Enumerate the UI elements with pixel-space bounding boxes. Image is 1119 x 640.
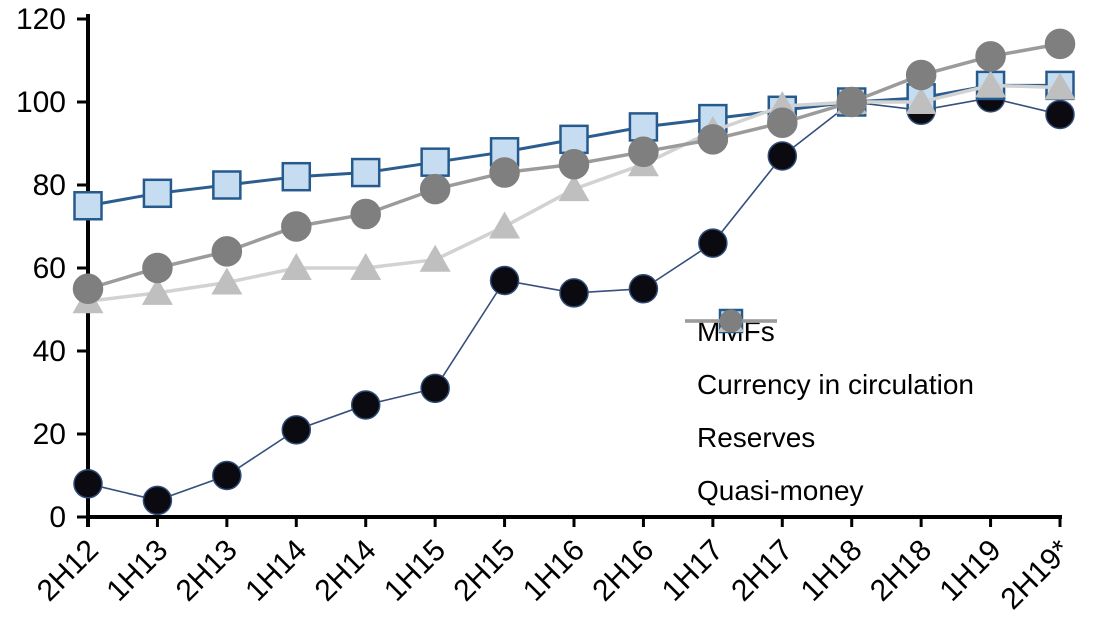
series-reserves-marker (141, 277, 173, 305)
x-tick-label: 2H14 (309, 534, 383, 608)
y-tick-label: 100 (16, 86, 66, 119)
legend-label-quasi-money: Quasi-money (697, 474, 864, 506)
x-tick-label: 1H19 (933, 534, 1007, 608)
series-mmfs-marker (281, 415, 312, 445)
series-quasi-money-marker (142, 252, 173, 284)
x-tick-label: 1H16 (517, 534, 591, 608)
series-quasi-money-marker (836, 86, 867, 118)
series-mmfs-marker (1045, 99, 1075, 130)
series-reserves-marker (419, 244, 451, 272)
x-tick-label: 2H15 (447, 534, 521, 608)
series-mmfs-marker (420, 373, 450, 404)
series-reserves-marker (975, 70, 1007, 98)
y-tick-label: 0 (49, 501, 66, 534)
series-mmfs-marker (212, 460, 242, 491)
series-mmfs-marker (628, 274, 659, 304)
series-quasi-money-marker (975, 41, 1006, 72)
x-tick-label: 2H13 (170, 534, 244, 608)
series-reserves-marker (905, 87, 937, 114)
y-tick-label: 60 (33, 252, 66, 285)
legend-item-reserves: Reserves (683, 309, 974, 464)
series-quasi-money-marker (697, 124, 729, 155)
series-reserves-marker (489, 211, 521, 239)
series-mmfs-marker (350, 390, 381, 420)
series-currency-in-circulation-marker (281, 161, 312, 192)
series-currency-in-circulation-marker (628, 112, 659, 142)
x-tick-label: 1H18 (795, 534, 869, 608)
x-tick-label: 2H17 (725, 534, 799, 608)
x-tick-label: 1H17 (656, 534, 730, 608)
series-reserves-marker (1044, 72, 1076, 100)
series-mmfs-marker (559, 278, 589, 308)
chart-legend: MMFs Currency in circulation Reserves Qu… (683, 305, 974, 517)
series-mmfs-marker (142, 485, 173, 516)
series-quasi-money-marker (72, 273, 104, 304)
x-tick-label: 2H19* (995, 533, 1078, 616)
x-tick-label: 1H14 (239, 534, 313, 608)
series-reserves-marker (350, 253, 382, 280)
y-tick-label: 80 (33, 169, 66, 202)
series-currency-in-circulation-marker (212, 170, 242, 200)
series-currency-in-circulation-marker (73, 191, 103, 221)
series-reserves-marker (558, 174, 590, 202)
series-currency-in-circulation-marker (142, 178, 173, 209)
series-quasi-money-marker (419, 173, 451, 205)
x-tick-label: 2H16 (586, 534, 660, 608)
legend-label-reserves: Reserves (697, 421, 816, 453)
series-mmfs-marker (73, 469, 103, 499)
series-mmfs-marker (698, 228, 728, 258)
series-currency-in-circulation-marker (559, 124, 589, 155)
series-quasi-money-marker (489, 157, 520, 188)
series-reserves-marker (211, 267, 243, 295)
legend-item-quasi-money: Quasi-money (683, 309, 974, 517)
series-quasi-money-marker (350, 198, 381, 230)
x-tick-label: 2H12 (31, 534, 105, 608)
series-quasi-money-marker (558, 149, 590, 180)
series-currency-in-circulation-marker (420, 147, 450, 177)
series-quasi-money-marker (628, 136, 659, 168)
series-quasi-money-marker (905, 59, 937, 91)
series-quasi-money-marker (767, 107, 798, 138)
x-tick-label: 2H18 (864, 534, 938, 608)
legend-item-currency: Currency in circulation (683, 308, 974, 411)
series-mmfs-marker (767, 141, 798, 171)
x-tick-label: 1H15 (378, 534, 452, 608)
x-tick-label: 1H13 (100, 534, 174, 608)
series-quasi-money-marker (281, 211, 312, 242)
legend-label-currency: Currency in circulation (697, 368, 974, 400)
series-reserves-marker (280, 253, 312, 280)
y-tick-label: 20 (33, 418, 66, 451)
y-tick-label: 120 (16, 3, 66, 36)
series-quasi-money-marker (211, 236, 243, 267)
quasi-money-marker-icon (685, 309, 777, 333)
series-mmfs-marker (489, 265, 520, 296)
series-quasi-money-marker (1044, 28, 1076, 60)
y-tick-label: 40 (33, 335, 66, 368)
series-currency-in-circulation-marker (350, 157, 381, 188)
